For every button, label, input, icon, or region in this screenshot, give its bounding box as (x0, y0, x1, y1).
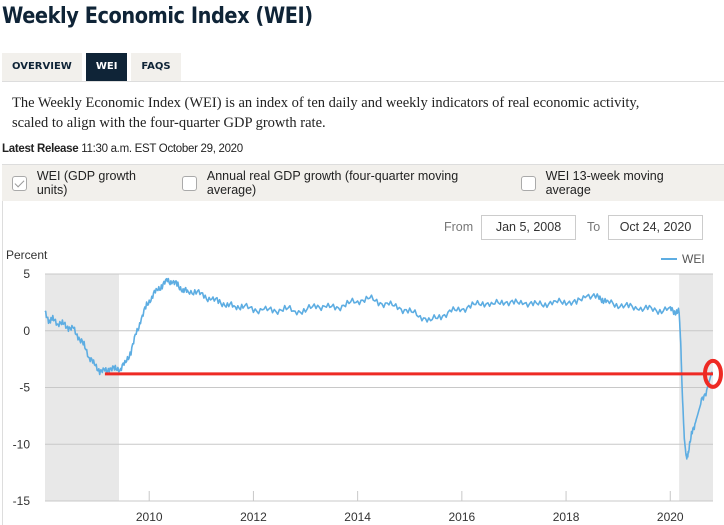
to-label: To (587, 220, 601, 234)
release-value: 11:30 a.m. EST October 29, 2020 (81, 143, 243, 155)
y-axis-title: Percent (6, 248, 48, 262)
tab-overview[interactable]: OVERVIEW (2, 53, 82, 81)
chart-panel (2, 164, 724, 525)
description-line-1: The Weekly Economic Index (WEI) is an in… (12, 95, 640, 111)
tab-faqs[interactable]: FAQS (131, 53, 181, 81)
y-tick-label: -5 (19, 381, 30, 395)
series-line-wei (44, 277, 713, 460)
from-label: From (444, 220, 474, 234)
y-tick-label: -10 (13, 437, 31, 451)
y-tick-label: 5 (23, 267, 30, 281)
x-tick-label: 2010 (136, 510, 163, 524)
latest-release: Latest Release 11:30 a.m. EST October 29… (2, 143, 243, 155)
checkbox-wei[interactable] (12, 175, 27, 191)
x-tick-label: 2016 (448, 510, 475, 524)
checkbox-ma[interactable] (520, 175, 536, 191)
tab-wei[interactable]: WEI (85, 53, 128, 81)
tab-divider (2, 81, 724, 82)
option-wei-label: WEI (GDP growth units) (36, 169, 136, 197)
annotation-red-circle (702, 358, 723, 389)
option-gdp[interactable]: Annual real GDP growth (four-quarter mov… (182, 169, 507, 197)
option-ma[interactable]: WEI 13-week moving average (520, 169, 710, 197)
description-line-2: scaled to align with the four-quarter GD… (12, 115, 326, 131)
series-options: WEI (GDP growth units) Annual real GDP g… (2, 165, 724, 201)
x-tick-label: 2018 (553, 510, 580, 524)
y-tick-label: -15 (13, 494, 31, 508)
x-tick-label: 2012 (240, 510, 267, 524)
x-tick-label: 2020 (657, 510, 684, 524)
page-title: Weekly Economic Index (WEI) (2, 4, 313, 29)
release-label: Latest Release (2, 143, 79, 155)
from-date-input[interactable]: Jan 5, 2008 (481, 215, 576, 240)
tab-bar: OVERVIEW WEI FAQS (2, 53, 181, 81)
y-tick-label: 0 (23, 324, 30, 338)
legend-label-wei: WEI (682, 252, 705, 266)
option-ma-label: WEI 13-week moving average (545, 169, 664, 197)
description: The Weekly Economic Index (WEI) is an in… (12, 93, 722, 133)
checkbox-gdp[interactable] (182, 175, 197, 191)
to-date-input[interactable]: Oct 24, 2020 (608, 215, 703, 240)
legend[interactable]: WEI (661, 252, 705, 266)
option-wei[interactable]: WEI (GDP growth units) (12, 169, 168, 197)
x-tick-label: 2014 (344, 510, 371, 524)
option-gdp-label: Annual real GDP growth (four-quarter mov… (206, 169, 459, 197)
